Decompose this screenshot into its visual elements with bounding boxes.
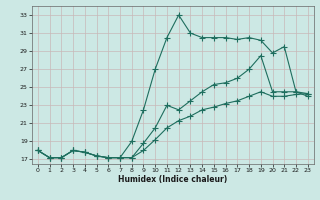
X-axis label: Humidex (Indice chaleur): Humidex (Indice chaleur) [118, 175, 228, 184]
